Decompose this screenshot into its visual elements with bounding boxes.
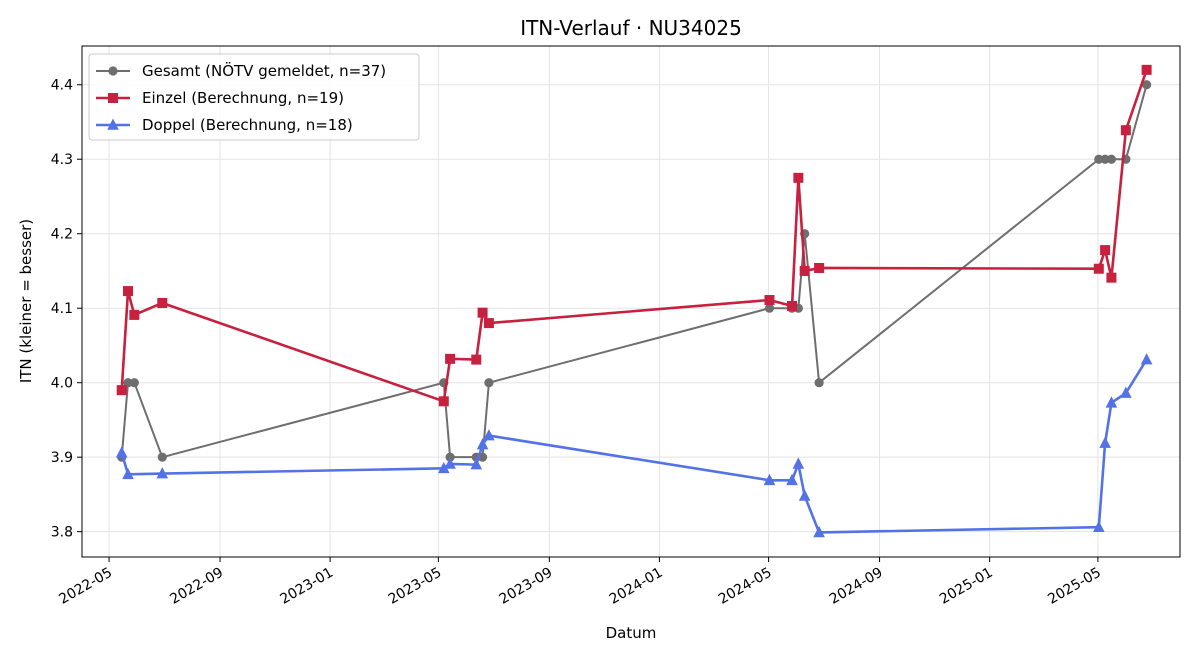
- series-layer: [115, 64, 1153, 538]
- data-point: [437, 461, 450, 474]
- data-point: [129, 309, 140, 320]
- series-square: [116, 64, 1152, 407]
- series-line: [120, 358, 1148, 534]
- data-point: [763, 473, 776, 486]
- data-point: [787, 300, 798, 311]
- y-tick-label: 4.3: [51, 152, 73, 168]
- data-point: [814, 262, 825, 273]
- data-point: [483, 429, 495, 441]
- data-point: [477, 307, 488, 318]
- data-point: [1120, 125, 1131, 136]
- data-point: [157, 452, 167, 462]
- legend-label: Einzel (Berechnung, n=19): [142, 89, 344, 107]
- data-point: [444, 457, 456, 469]
- y-tick-label: 4.0: [51, 376, 73, 392]
- data-point: [115, 446, 128, 458]
- y-tick-label: 4.4: [51, 78, 73, 94]
- data-point: [445, 353, 456, 364]
- y-tick-label: 4.2: [51, 227, 73, 243]
- data-point: [799, 265, 810, 276]
- x-axis-label: Datum: [606, 624, 657, 642]
- series-triangle: [115, 353, 1153, 538]
- y-tick-label: 4.1: [51, 301, 73, 317]
- legend: Gesamt (NÖTV gemeldet, n=37) Einzel (Bere…: [88, 53, 420, 141]
- legend-item: Einzel (Berechnung, n=19): [96, 89, 344, 107]
- data-point: [1093, 520, 1105, 533]
- data-point: [471, 354, 482, 365]
- legend-marker: [107, 118, 119, 130]
- data-point: [123, 378, 133, 388]
- data-point: [1105, 396, 1118, 408]
- data-point: [764, 295, 775, 306]
- data-point: [1094, 154, 1104, 164]
- data-point: [476, 438, 489, 450]
- data-point: [814, 378, 824, 388]
- y-tick-label: 3.9: [51, 450, 73, 466]
- legend-item: Gesamt (NÖTV gemeldet, n=37): [96, 61, 386, 80]
- data-point: [123, 286, 134, 297]
- plot-area-frame: [81, 45, 1181, 558]
- data-point: [786, 473, 798, 486]
- data-point: [122, 467, 134, 480]
- data-point: [764, 303, 775, 313]
- data-point: [1141, 64, 1152, 75]
- data-point: [157, 297, 168, 308]
- data-point: [1100, 154, 1110, 164]
- data-point: [484, 378, 494, 388]
- data-point: [116, 385, 127, 396]
- data-point: [129, 378, 139, 388]
- data-point: [445, 452, 455, 462]
- data-point: [1106, 154, 1117, 164]
- legend-label: Gesamt (NÖTV gemeldet, n=37): [142, 61, 386, 80]
- data-point: [156, 467, 169, 479]
- data-point: [792, 457, 805, 469]
- data-point: [470, 458, 483, 470]
- data-point: [438, 396, 449, 407]
- data-point: [1099, 436, 1111, 448]
- y-axis-label: ITN (kleiner = besser): [17, 219, 35, 383]
- legend-marker: [108, 66, 118, 76]
- data-point: [1100, 245, 1111, 256]
- legend-label: Doppel (Berechnung, n=18): [142, 116, 353, 134]
- data-point: [483, 318, 494, 329]
- legend-marker: [108, 93, 118, 103]
- data-point: [1106, 272, 1117, 283]
- data-point: [793, 172, 804, 183]
- data-point: [1093, 263, 1104, 274]
- data-point: [798, 489, 811, 501]
- data-point: [1140, 353, 1153, 365]
- data-point: [1142, 80, 1152, 90]
- y-tick-label: 3.8: [51, 525, 73, 541]
- data-point: [813, 525, 825, 538]
- data-point: [1120, 386, 1132, 398]
- chart-title: ITN-Verlauf · NU34025: [520, 16, 742, 40]
- legend-box: [88, 53, 420, 141]
- legend-item: Doppel (Berechnung, n=18): [96, 116, 353, 134]
